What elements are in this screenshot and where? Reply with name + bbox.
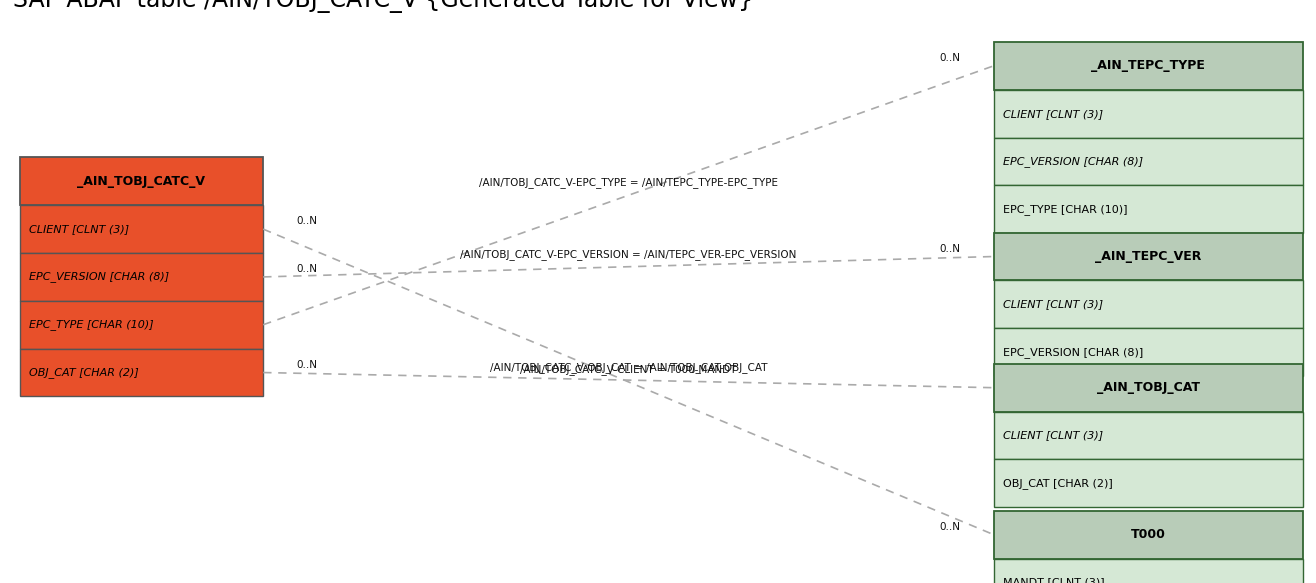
FancyBboxPatch shape	[994, 185, 1303, 233]
Text: 0..N: 0..N	[296, 360, 317, 370]
Text: /AIN/TOBJ_CATC_V-EPC_VERSION = /AIN/TEPC_VER-EPC_VERSION: /AIN/TOBJ_CATC_V-EPC_VERSION = /AIN/TEPC…	[461, 249, 796, 260]
Text: T000: T000	[1130, 528, 1166, 541]
Text: 0..N: 0..N	[940, 244, 961, 254]
Text: /AIN/TOBJ_CATC_V-OBJ_CAT = /AIN/TOBJ_CAT-OBJ_CAT: /AIN/TOBJ_CATC_V-OBJ_CAT = /AIN/TOBJ_CAT…	[490, 362, 767, 373]
Text: 0..N: 0..N	[296, 264, 317, 274]
FancyBboxPatch shape	[994, 42, 1303, 90]
Text: 0..N: 0..N	[940, 522, 961, 532]
Text: CLIENT [CLNT (3)]: CLIENT [CLNT (3)]	[1003, 430, 1103, 441]
FancyBboxPatch shape	[994, 138, 1303, 185]
Text: EPC_VERSION [CHAR (8)]: EPC_VERSION [CHAR (8)]	[29, 272, 168, 282]
FancyBboxPatch shape	[20, 253, 263, 301]
Text: 0..N: 0..N	[296, 216, 317, 226]
Text: 0..N: 0..N	[940, 53, 961, 63]
FancyBboxPatch shape	[994, 459, 1303, 507]
Text: CLIENT [CLNT (3)]: CLIENT [CLNT (3)]	[29, 224, 129, 234]
FancyBboxPatch shape	[994, 90, 1303, 138]
Text: CLIENT [CLNT (3)]: CLIENT [CLNT (3)]	[1003, 108, 1103, 119]
Text: OBJ_CAT [CHAR (2)]: OBJ_CAT [CHAR (2)]	[29, 367, 138, 378]
FancyBboxPatch shape	[20, 301, 263, 349]
FancyBboxPatch shape	[994, 233, 1303, 280]
Text: EPC_VERSION [CHAR (8)]: EPC_VERSION [CHAR (8)]	[1003, 156, 1142, 167]
FancyBboxPatch shape	[994, 511, 1303, 559]
FancyBboxPatch shape	[994, 412, 1303, 459]
FancyBboxPatch shape	[20, 157, 263, 205]
Text: MANDT [CLNT (3)]: MANDT [CLNT (3)]	[1003, 577, 1104, 583]
FancyBboxPatch shape	[20, 349, 263, 396]
Text: _AIN_TEPC_VER: _AIN_TEPC_VER	[1095, 250, 1202, 263]
FancyBboxPatch shape	[994, 280, 1303, 328]
Text: EPC_TYPE [CHAR (10)]: EPC_TYPE [CHAR (10)]	[1003, 204, 1128, 215]
FancyBboxPatch shape	[994, 364, 1303, 412]
Text: /AIN/TOBJ_CATC_V-EPC_TYPE = /AIN/TEPC_TYPE-EPC_TYPE: /AIN/TOBJ_CATC_V-EPC_TYPE = /AIN/TEPC_TY…	[479, 177, 778, 188]
Text: _AIN_TEPC_TYPE: _AIN_TEPC_TYPE	[1091, 59, 1205, 72]
FancyBboxPatch shape	[994, 559, 1303, 583]
Text: CLIENT [CLNT (3)]: CLIENT [CLNT (3)]	[1003, 299, 1103, 310]
Text: OBJ_CAT [CHAR (2)]: OBJ_CAT [CHAR (2)]	[1003, 478, 1112, 489]
Text: _AIN_TOBJ_CATC_V: _AIN_TOBJ_CATC_V	[78, 175, 205, 188]
Text: _AIN_TOBJ_CAT: _AIN_TOBJ_CAT	[1096, 381, 1200, 394]
Text: SAP ABAP table /AIN/TOBJ_CATC_V {Generated Table for View}: SAP ABAP table /AIN/TOBJ_CATC_V {Generat…	[13, 0, 753, 13]
Text: EPC_TYPE [CHAR (10)]: EPC_TYPE [CHAR (10)]	[29, 319, 154, 330]
Text: EPC_VERSION [CHAR (8)]: EPC_VERSION [CHAR (8)]	[1003, 347, 1144, 357]
FancyBboxPatch shape	[994, 328, 1303, 376]
FancyBboxPatch shape	[20, 205, 263, 253]
Text: /AIN/TOBJ_CATC_V-CLIENT = T000-MANDT: /AIN/TOBJ_CATC_V-CLIENT = T000-MANDT	[520, 364, 737, 375]
